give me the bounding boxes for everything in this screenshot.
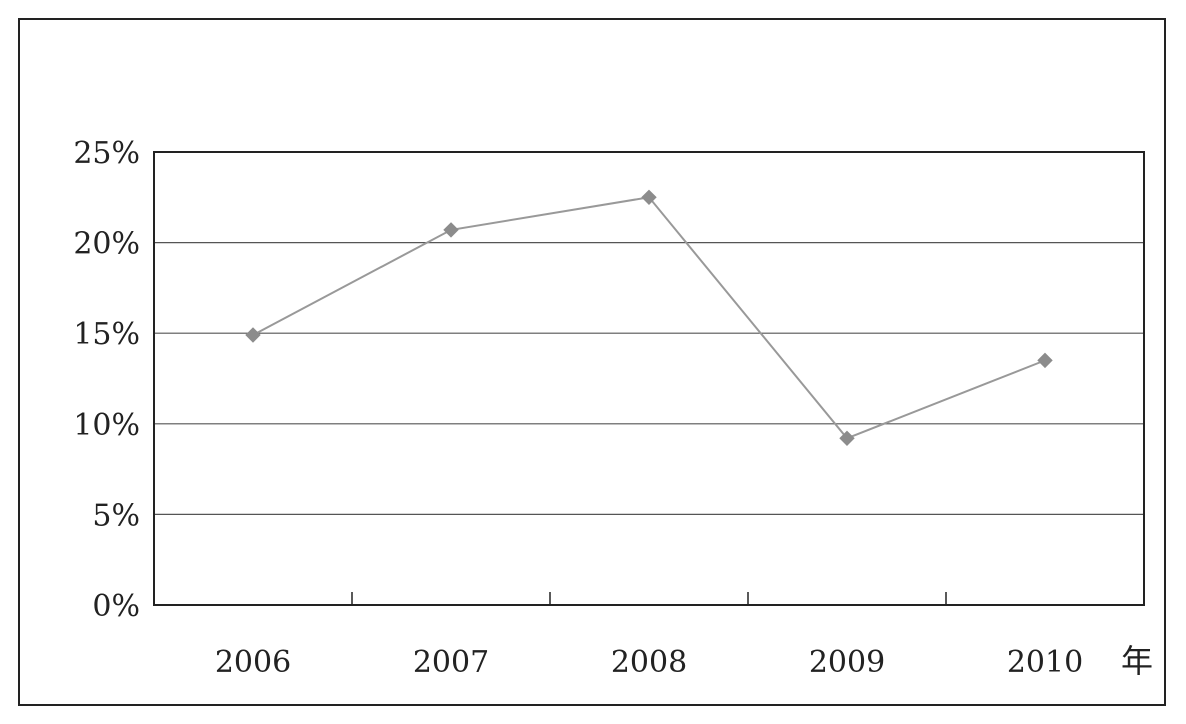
y-tick-labels: 0% 5% 10% 15% 20% 25% — [73, 136, 140, 624]
chart-frame — [18, 18, 1166, 706]
y-tick-label: 10% — [73, 408, 140, 443]
y-tick-label: 5% — [92, 498, 140, 533]
data-point-marker — [641, 189, 657, 206]
data-point-marker — [245, 327, 261, 343]
y-tick-label: 15% — [73, 317, 140, 352]
x-tick-label: 2008 — [611, 645, 687, 680]
data-point-marker — [839, 430, 855, 447]
x-tick-label: 2007 — [413, 645, 489, 680]
data-point-marker — [1037, 352, 1053, 369]
x-tick-label: 2006 — [215, 645, 291, 680]
x-axis-unit-label: 年 — [1121, 642, 1153, 680]
data-point-marker — [443, 222, 459, 238]
y-tick-label: 20% — [73, 227, 140, 262]
y-tick-label: 25% — [73, 136, 140, 171]
x-tick-label: 2010 — [1007, 645, 1083, 680]
gridlines — [154, 242, 1144, 516]
x-tick-labels: 2006 2007 2008 2009 2010 — [215, 645, 1083, 680]
x-tick-label: 2009 — [809, 645, 885, 680]
plot-area-border — [153, 151, 1145, 606]
series-line — [252, 196, 1046, 440]
y-tick-label: 0% — [92, 589, 140, 624]
series — [245, 189, 1053, 447]
axes — [153, 151, 1145, 606]
